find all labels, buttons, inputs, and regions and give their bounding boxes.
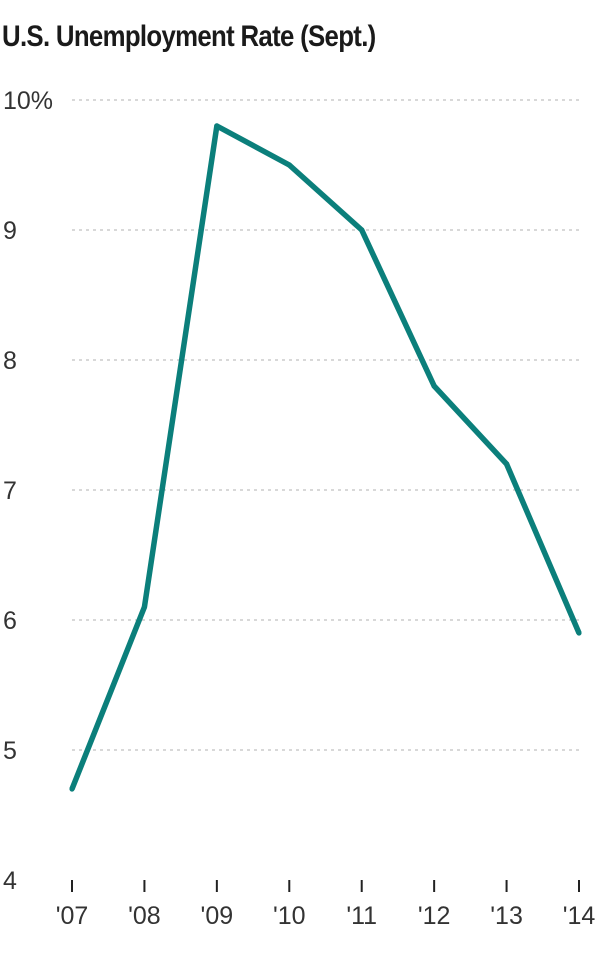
y-tick-label: 4	[3, 867, 17, 895]
y-tick-label: 7	[3, 477, 17, 505]
data-point	[359, 227, 365, 233]
chart-title: U.S. Unemployment Rate (Sept.)	[2, 20, 376, 53]
y-tick-label: 10%	[3, 87, 53, 115]
data-point	[141, 604, 148, 610]
x-tick-label: '11	[346, 902, 377, 930]
data-point	[214, 123, 220, 129]
data-point	[69, 786, 75, 792]
y-tick-label: 6	[3, 607, 17, 635]
x-tick-label: '13	[490, 902, 523, 930]
x-tick-label: '14	[563, 902, 596, 930]
y-tick-label: 8	[3, 347, 17, 375]
x-tick-label: '10	[273, 902, 306, 930]
data-point	[503, 461, 510, 467]
x-tick-label: '09	[201, 902, 234, 930]
x-tick-label: '12	[418, 902, 451, 930]
series-line	[69, 123, 582, 791]
data-point	[576, 630, 582, 636]
y-tick-label: 5	[3, 737, 17, 765]
data-point	[431, 383, 437, 389]
x-tick-label: '08	[128, 902, 161, 930]
x-tick-label: '07	[56, 902, 89, 930]
data-point	[286, 162, 292, 168]
y-tick-label: 9	[3, 217, 17, 245]
